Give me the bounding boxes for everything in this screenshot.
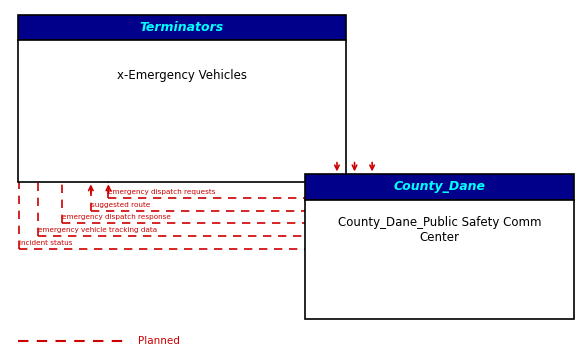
Text: incident status: incident status (19, 240, 73, 246)
Bar (305, 200, 574, 319)
Text: Terminators: Terminators (139, 21, 224, 34)
Text: suggested route: suggested route (91, 201, 150, 208)
Text: emergency vehicle tracking data: emergency vehicle tracking data (38, 227, 157, 233)
Text: emergency dispatch response: emergency dispatch response (62, 214, 171, 220)
Text: x-Emergency Vehicles: x-Emergency Vehicles (117, 69, 247, 82)
Text: emergency dispatch requests: emergency dispatch requests (108, 189, 216, 195)
Text: County_Dane_Public Safety Comm
Center: County_Dane_Public Safety Comm Center (338, 216, 541, 244)
Bar (18, 15, 346, 40)
Bar (18, 40, 346, 182)
Text: Planned: Planned (138, 336, 179, 346)
Bar (305, 174, 574, 200)
Text: County_Dane: County_Dane (394, 180, 485, 193)
